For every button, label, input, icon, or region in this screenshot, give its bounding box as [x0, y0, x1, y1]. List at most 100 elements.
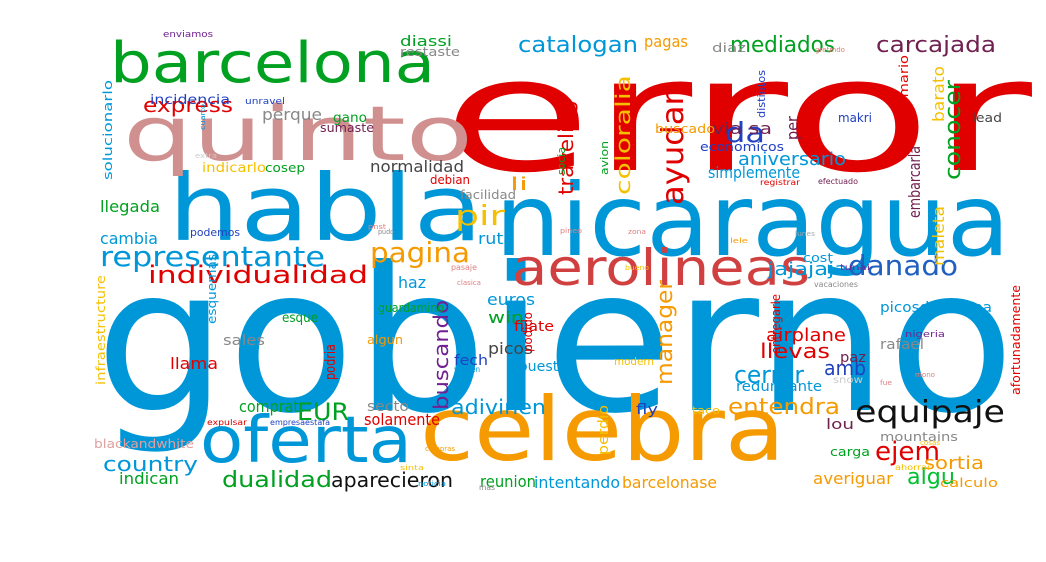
- word-airplane: airplane: [766, 325, 846, 346]
- word-secto: secto: [367, 399, 409, 415]
- word-pudo: pudo: [378, 228, 394, 236]
- word-celebra: celebra: [420, 378, 785, 481]
- word-solucionarlo: solucionarlo: [101, 80, 115, 180]
- word-podido: podido: [521, 312, 535, 352]
- word-diassi: diassi: [400, 34, 452, 50]
- word-cerrar: cerrar: [734, 361, 804, 389]
- word-facilidad: facilidad: [460, 188, 516, 202]
- word-sales: sales: [223, 333, 265, 349]
- word-express: express: [143, 93, 233, 117]
- word-representante: representante: [100, 240, 325, 273]
- word-reunion: reunion: [480, 472, 536, 491]
- word-nigeria: nigeria: [905, 330, 945, 340]
- word-euros: euros: [487, 290, 535, 309]
- word-diaz: diaz: [712, 41, 746, 55]
- word-registrar: registrar: [760, 178, 801, 187]
- word-jajajaja: jajajaja: [767, 259, 848, 280]
- word-lead: lead: [972, 111, 1002, 125]
- word-win: win: [488, 308, 524, 327]
- word-incidencia: incidencia: [150, 93, 230, 108]
- word-ruta: ruta: [478, 229, 514, 248]
- word-buscado: buscado: [655, 122, 715, 136]
- word-picos: picos: [488, 339, 533, 358]
- word-per: per: [783, 116, 802, 140]
- word-zona: zona: [628, 228, 646, 236]
- word-snow: snow: [833, 375, 863, 386]
- word-gretmdo: gretmdo: [815, 46, 845, 54]
- word-efectuado: efectuado: [818, 177, 858, 186]
- word-mountains: mountains: [880, 430, 958, 444]
- word-manager: manager: [653, 279, 678, 385]
- word-traveling: traveling: [554, 100, 578, 195]
- word-lou: lou: [826, 417, 854, 433]
- word-extra: extra: [195, 152, 217, 160]
- word-country: country: [103, 452, 198, 476]
- word-entregarle: entregarle: [769, 294, 783, 354]
- word-pineo: pineo: [560, 227, 582, 235]
- word-distintos: distintos: [755, 70, 768, 118]
- word-danado: danado: [848, 249, 958, 282]
- word-empresaestafa: empresaestafa: [270, 418, 330, 427]
- word-ayudan: ayudan: [656, 85, 691, 205]
- word-mediados: mediados: [730, 33, 835, 58]
- word-embarcarla: embarcarla: [905, 146, 924, 218]
- word-eur: EUR: [297, 398, 349, 426]
- word-normalidad: normalidad: [370, 157, 464, 176]
- word-averiguar: averiguar: [813, 469, 893, 488]
- word-buscando: buscando: [429, 300, 453, 410]
- word-mas: mas: [479, 483, 495, 492]
- word-economicos: economicos: [700, 140, 784, 154]
- word-taco: taco: [692, 404, 720, 417]
- word-cambia: cambia: [100, 229, 158, 248]
- word-afortunadamente: afortunadamente: [1009, 285, 1023, 395]
- word-indican: indican: [119, 469, 179, 488]
- word-esquemas: esquemas: [205, 254, 219, 324]
- word-sinta: sinta: [400, 464, 424, 472]
- word-debian: debian: [430, 173, 470, 187]
- word-catalogan: catalogan: [518, 33, 638, 58]
- word-aniversario: aniversario: [738, 149, 846, 170]
- word-perque: perque: [262, 105, 322, 124]
- word-adivinen: adivinen: [451, 395, 546, 419]
- word-equipaje: equipaje: [855, 395, 1005, 430]
- word-amb: amb: [824, 356, 866, 380]
- word-simplemente: simplemente: [708, 163, 800, 182]
- word-gobierno: gobierno: [95, 225, 1015, 458]
- word-makri: makri: [838, 111, 872, 125]
- word-dualidad: dualidad: [222, 468, 332, 493]
- word-pagina: pagina: [370, 236, 470, 269]
- word-cosep: cosep: [265, 161, 305, 175]
- word-cosas: cosas: [920, 439, 940, 447]
- word-fijate: fijate: [514, 319, 554, 335]
- word-podria: podria: [323, 344, 339, 380]
- word-restaste: restaste: [400, 45, 460, 59]
- word-compras: compras: [425, 445, 455, 453]
- word-gano: gano: [333, 111, 367, 126]
- word-barcelona: barcelona: [110, 31, 435, 96]
- word-cost: cost: [803, 251, 833, 265]
- word-da: da: [725, 116, 765, 149]
- word-pagas: pagas: [644, 32, 688, 51]
- word-barcelonase: barcelonase: [622, 473, 717, 492]
- word-perdio: perdio: [596, 405, 612, 455]
- word-haz: haz: [398, 273, 426, 292]
- word-socia: socia: [555, 147, 568, 175]
- word-apuesta: apuesta: [510, 359, 567, 375]
- word-conocer: conocer: [941, 79, 966, 180]
- word-pir: pir: [455, 199, 506, 232]
- word-modern: modern: [614, 355, 654, 368]
- word-algu: algu: [907, 465, 955, 490]
- word-individualidad: individualidad: [148, 261, 368, 289]
- word-expulsar: expulsar: [207, 418, 248, 427]
- word-lunes: lunes: [795, 230, 815, 238]
- word-calculo: calculo: [940, 476, 998, 490]
- word-quinto: quinto: [123, 89, 473, 178]
- word-avion: avion: [598, 141, 611, 175]
- word-fly: fly: [636, 402, 658, 418]
- word-carga: carga: [830, 445, 870, 459]
- word-vacaciones: vacaciones: [814, 280, 858, 289]
- word-llevas: llevas: [760, 339, 830, 363]
- word-aparecieron: aparecieron: [331, 468, 453, 492]
- word-li: li: [510, 174, 528, 195]
- word-noticia: noticia: [418, 480, 446, 488]
